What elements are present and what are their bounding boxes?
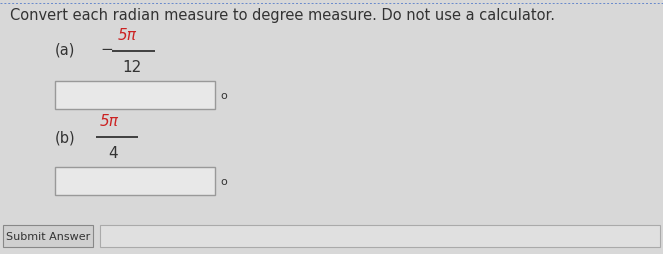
Text: 5π: 5π bbox=[118, 28, 137, 43]
Text: (b): (b) bbox=[55, 130, 76, 145]
Text: (a): (a) bbox=[55, 42, 76, 57]
Text: o: o bbox=[220, 91, 227, 101]
Text: 5π: 5π bbox=[100, 114, 119, 129]
FancyBboxPatch shape bbox=[3, 225, 93, 247]
Text: Submit Answer: Submit Answer bbox=[6, 231, 90, 241]
Text: o: o bbox=[220, 176, 227, 186]
Text: 12: 12 bbox=[122, 60, 141, 75]
Text: 4: 4 bbox=[108, 146, 117, 161]
FancyBboxPatch shape bbox=[55, 167, 215, 195]
Text: Convert each radian measure to degree measure. Do not use a calculator.: Convert each radian measure to degree me… bbox=[10, 8, 555, 23]
Text: −: − bbox=[100, 42, 113, 57]
FancyBboxPatch shape bbox=[100, 225, 660, 247]
FancyBboxPatch shape bbox=[55, 82, 215, 109]
